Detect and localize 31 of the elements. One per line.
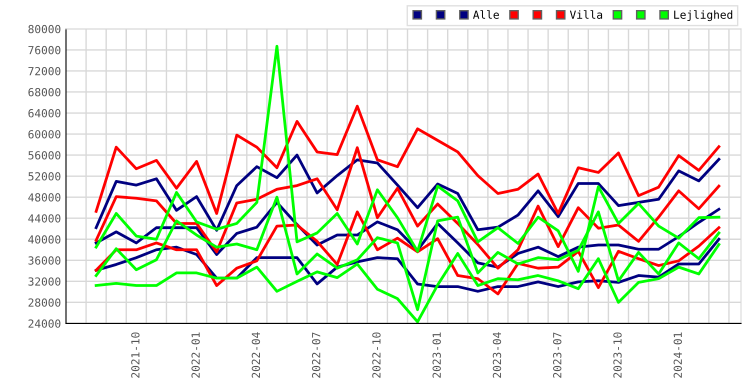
line-series — [94, 154, 720, 232]
legend-label: Lejlighed — [674, 10, 732, 22]
y-tick-label: 36000 — [28, 256, 60, 265]
y-tick-label: 64000 — [28, 109, 60, 118]
x-tick-label: 2024-01 — [674, 332, 682, 378]
x-tick-label: 2022-07 — [312, 332, 320, 378]
x-tick-label: 2022-04 — [252, 332, 260, 378]
line-series — [94, 104, 720, 215]
y-tick-label: 24000 — [28, 319, 60, 328]
y-tick-label: 76000 — [28, 46, 60, 54]
y-tick-label: 28000 — [28, 298, 60, 307]
y-tick-label: 32000 — [28, 277, 60, 286]
y-tick-label: 48000 — [28, 193, 60, 202]
y-tick-label: 44000 — [28, 214, 60, 223]
legend-label: Villa — [570, 10, 602, 19]
x-tick-label: 2023-04 — [492, 332, 502, 378]
y-tick-label: 40000 — [28, 235, 60, 244]
y-tick-label: 80000 — [28, 24, 60, 34]
y-tick-label: 72000 — [28, 66, 60, 76]
legend-label: Alle — [473, 10, 499, 19]
y-tick-label: 60000 — [28, 130, 60, 138]
x-tick-label: 2021-10 — [131, 332, 140, 378]
x-tick-label: 2022-10 — [372, 332, 381, 378]
x-tick-label: 2023-07 — [553, 332, 562, 378]
x-tick-label: 2023-01 — [432, 332, 441, 378]
y-tick-label: 52000 — [28, 172, 60, 181]
line-series — [94, 146, 720, 270]
y-tick-label: 56000 — [28, 151, 60, 160]
y-tick-label: 68000 — [28, 88, 60, 96]
x-tick-label: 2022-01 — [191, 332, 200, 378]
x-tick-label: 2023-10 — [613, 332, 622, 378]
